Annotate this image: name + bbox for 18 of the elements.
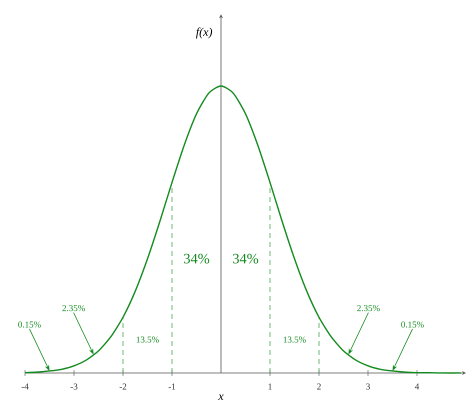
annotation: 34% xyxy=(232,254,258,264)
x-tick-label: -4 xyxy=(22,384,29,390)
x-tick-label: -3 xyxy=(70,384,78,390)
x-tick-label: 1 xyxy=(268,384,272,390)
annotation: 0.15% xyxy=(401,321,424,328)
x-tick-label: 3 xyxy=(366,384,370,390)
annotation: 34% xyxy=(184,254,210,264)
annotation: 13.5% xyxy=(136,336,159,343)
x-tick-label: 4 xyxy=(414,384,420,390)
x-tick-label: -2 xyxy=(120,384,126,390)
annotation: 2.35% xyxy=(62,305,85,312)
x-tick-label: -1 xyxy=(168,384,176,390)
annotation: 13.5% xyxy=(284,336,306,343)
y-axis-title: f(x) xyxy=(196,27,212,38)
annotation: 2.35% xyxy=(357,305,380,312)
annotation: 0.15% xyxy=(18,321,41,328)
x-axis-title: x xyxy=(218,394,224,400)
x-tick-label: 2 xyxy=(317,384,321,390)
